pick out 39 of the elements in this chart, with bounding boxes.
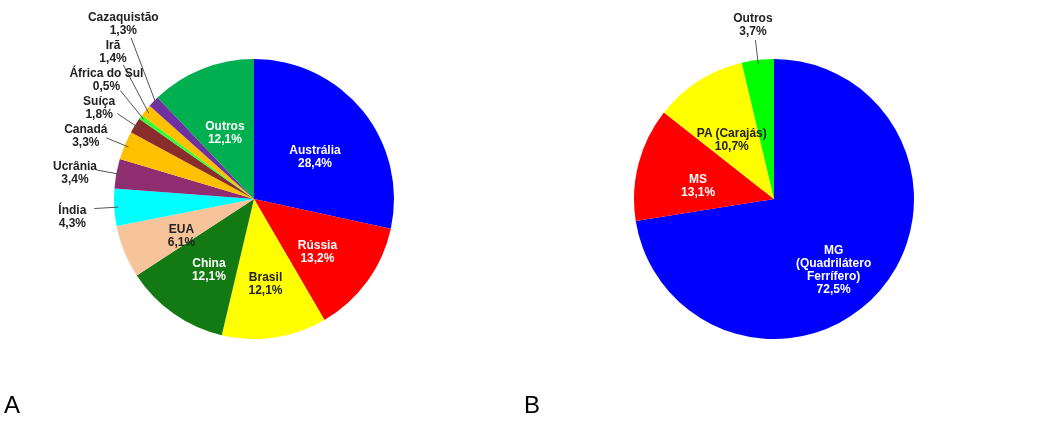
pie-slice (114, 159, 254, 199)
slice-label: Ucrânia (53, 159, 98, 174)
data-label: 12,1% (191, 269, 227, 284)
data-label: 72,5% (816, 281, 851, 296)
data-label: 12,1% (248, 282, 283, 297)
text: A (4, 391, 21, 418)
data-label: 1,4% (99, 51, 128, 66)
slice-label: China (192, 256, 226, 271)
slice-label: África do Sul (69, 65, 144, 81)
data-label: 0,5% (92, 79, 121, 94)
data-label: 13,2% (300, 251, 335, 266)
data-label: 3,7% (739, 24, 767, 39)
data-label: 1,3% (109, 23, 138, 38)
data-label: 3,4% (61, 172, 90, 187)
slice-label: Canadá (64, 122, 108, 137)
slice-label: EUA (168, 221, 195, 236)
slice-label: Suíça (83, 94, 116, 109)
text: B (524, 391, 541, 418)
data-label: 12,1% (207, 132, 243, 147)
pie-slice (663, 62, 774, 199)
slice-label: Irã (105, 38, 121, 53)
pie-slice (254, 59, 394, 229)
pie-slice (157, 59, 254, 199)
pie-slice (635, 59, 914, 339)
slice-label: Outros (733, 11, 773, 26)
data-label: 4,3% (58, 215, 87, 230)
slice-label: MS (689, 172, 708, 187)
slice-label: Austrália (289, 142, 342, 157)
pie-slice (634, 112, 774, 221)
slice-label: Rússia (297, 238, 338, 253)
slice-label: Índia (58, 201, 87, 217)
slice-label: Brasil (248, 269, 283, 284)
data-label: 3,3% (72, 135, 100, 150)
data-label: 13,1% (681, 185, 716, 200)
slice-label: Outros (205, 119, 245, 134)
slice-label: MG (Quadrilátero Ferrífero) (795, 242, 872, 283)
slice-label: Cazaquistão (87, 10, 159, 25)
data-label: 1,8% (85, 107, 114, 122)
data-label: 28,4% (298, 155, 333, 170)
